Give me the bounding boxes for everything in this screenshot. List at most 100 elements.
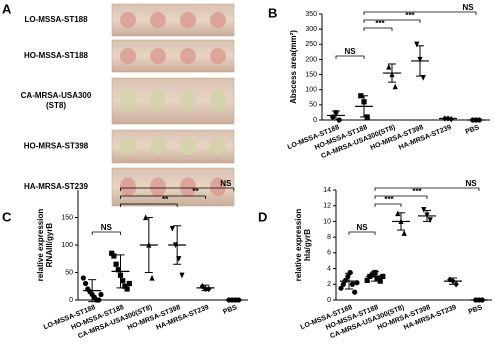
y-tick-label: 6 <box>327 250 331 257</box>
data-point <box>352 289 358 295</box>
data-point <box>377 278 383 284</box>
lesion <box>120 12 136 28</box>
lesion <box>210 48 226 64</box>
data-point <box>115 267 121 273</box>
x-tick-label: PBS <box>464 124 480 136</box>
data-point <box>169 225 175 232</box>
y-tick-label: 0 <box>313 117 317 124</box>
data-point <box>414 41 420 48</box>
significance-label: NS <box>356 223 368 232</box>
lesion <box>180 12 196 28</box>
y-tick-label: 150 <box>61 214 73 221</box>
lesion <box>150 177 166 197</box>
significance-bracket <box>374 187 480 191</box>
panel-label: D <box>258 209 267 224</box>
row-label: CA-MRSA-USA300 <box>21 91 92 100</box>
data-point <box>126 280 132 287</box>
data-point <box>347 269 353 276</box>
lesion <box>180 138 196 155</box>
lesion <box>120 138 136 155</box>
data-point <box>375 275 381 281</box>
significance-bracket <box>120 187 235 191</box>
data-point <box>80 275 86 281</box>
row-label: LO-MSSA-ST188 <box>24 15 88 24</box>
y-tick-label: 100 <box>61 242 73 249</box>
data-point <box>124 286 130 292</box>
significance-label: NS <box>101 223 113 232</box>
y-tick-label: 8 <box>327 234 331 241</box>
data-point <box>149 274 155 281</box>
data-point <box>96 297 102 303</box>
row-label: HO-MSSA-ST188 <box>24 51 89 60</box>
significance-label: ** <box>192 187 199 196</box>
y-tick-label: 150 <box>305 71 317 78</box>
data-point <box>427 217 433 223</box>
data-point <box>421 207 427 213</box>
y-tick-label: 2 <box>327 281 331 288</box>
significance-label: *** <box>384 195 394 204</box>
data-point <box>206 285 212 293</box>
significance-bracket <box>120 195 206 199</box>
data-point <box>340 281 346 287</box>
y-tick-label: 14 <box>323 187 331 194</box>
y-axis-label: relative expression <box>36 209 45 282</box>
row-label: HA-MRSA-ST239 <box>24 182 89 191</box>
y-tick-label: 4 <box>327 265 331 272</box>
lesion <box>120 48 136 64</box>
y-tick-label: 10 <box>323 218 331 225</box>
y-tick-label: 12 <box>323 203 331 210</box>
data-point <box>338 285 344 291</box>
lesion <box>210 89 226 113</box>
lesion <box>120 89 136 113</box>
lesion <box>180 89 196 113</box>
data-point <box>111 253 117 259</box>
lesion <box>150 48 166 64</box>
significance-label: NS <box>344 47 356 56</box>
y-axis-label: Abscess area(mm²) <box>289 30 298 104</box>
y-tick-label: 350 <box>305 11 317 18</box>
significance-bracket <box>120 203 178 207</box>
x-tick-label: PBS <box>222 304 238 316</box>
row-label: (ST8) <box>46 101 66 110</box>
lesion <box>210 12 226 28</box>
panel-label: C <box>2 209 12 224</box>
lesion <box>180 48 196 64</box>
significance-label: NS <box>462 3 474 12</box>
lesion <box>150 138 166 155</box>
data-point <box>364 277 370 283</box>
data-point <box>113 261 119 267</box>
significance-bracket <box>91 231 121 235</box>
significance-bracket <box>363 27 393 31</box>
data-point <box>401 230 407 236</box>
lesion <box>120 177 136 197</box>
x-tick-label: PBS <box>467 304 483 316</box>
significance-label: ** <box>162 195 169 204</box>
significance-label: *** <box>412 187 422 196</box>
significance-label: NS <box>465 179 477 188</box>
significance-bracket <box>348 231 376 235</box>
y-tick-label: 0 <box>69 297 73 304</box>
y-tick-label: 100 <box>305 87 317 94</box>
y-tick-label: 50 <box>309 102 317 109</box>
significance-label: *** <box>405 11 415 20</box>
lesion <box>210 138 226 155</box>
photo-panel: A LO-MSSA-ST188 HO-MSSA-ST188 CA-MRSA-USA30… <box>2 1 235 207</box>
row-label: HO-MRSA-ST398 <box>24 142 89 151</box>
significance-bracket <box>374 195 428 199</box>
significance-bracket <box>335 55 365 59</box>
lesion <box>150 12 166 28</box>
significance-label: *** <box>375 19 385 28</box>
significance-bracket <box>363 11 477 15</box>
significance-label: NS <box>220 179 232 188</box>
data-point <box>392 83 398 90</box>
data-point <box>98 291 104 298</box>
data-point <box>386 63 392 70</box>
y-tick-label: 250 <box>305 41 317 48</box>
significance-bracket <box>363 19 421 23</box>
data-point <box>395 210 401 217</box>
y-tick-label: 0 <box>327 297 331 304</box>
y-axis-label: RNAIII/gyrB <box>45 223 54 268</box>
panel-label: A <box>2 1 12 16</box>
y-axis-label: hla/gyrB <box>303 229 312 261</box>
